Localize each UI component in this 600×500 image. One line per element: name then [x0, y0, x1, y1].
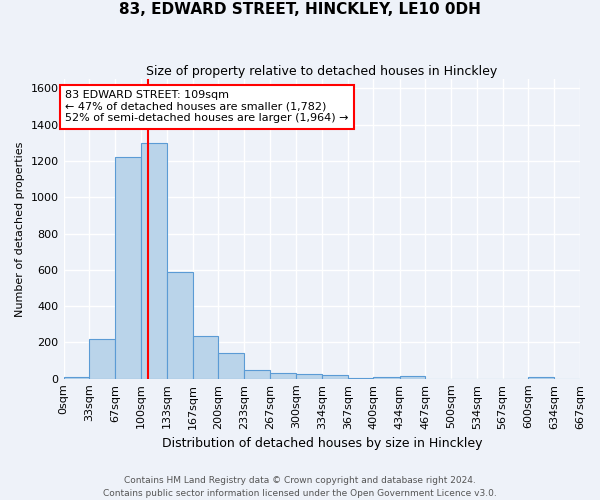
- Bar: [244, 370, 270, 379]
- Bar: [115, 158, 141, 379]
- Text: 83, EDWARD STREET, HINCKLEY, LE10 0DH: 83, EDWARD STREET, HINCKLEY, LE10 0DH: [119, 2, 481, 18]
- Bar: [348, 378, 373, 379]
- Bar: [400, 376, 425, 379]
- Bar: [193, 336, 218, 379]
- Bar: [296, 374, 322, 379]
- X-axis label: Distribution of detached houses by size in Hinckley: Distribution of detached houses by size …: [161, 437, 482, 450]
- Bar: [141, 142, 167, 379]
- Bar: [64, 377, 89, 379]
- Y-axis label: Number of detached properties: Number of detached properties: [15, 142, 25, 316]
- Text: Contains HM Land Registry data © Crown copyright and database right 2024.
Contai: Contains HM Land Registry data © Crown c…: [103, 476, 497, 498]
- Bar: [373, 377, 400, 379]
- Bar: [89, 339, 115, 379]
- Title: Size of property relative to detached houses in Hinckley: Size of property relative to detached ho…: [146, 65, 497, 78]
- Bar: [167, 272, 193, 379]
- Bar: [322, 375, 348, 379]
- Bar: [528, 377, 554, 379]
- Bar: [270, 374, 296, 379]
- Bar: [218, 354, 244, 379]
- Text: 83 EDWARD STREET: 109sqm
← 47% of detached houses are smaller (1,782)
52% of sem: 83 EDWARD STREET: 109sqm ← 47% of detach…: [65, 90, 349, 124]
